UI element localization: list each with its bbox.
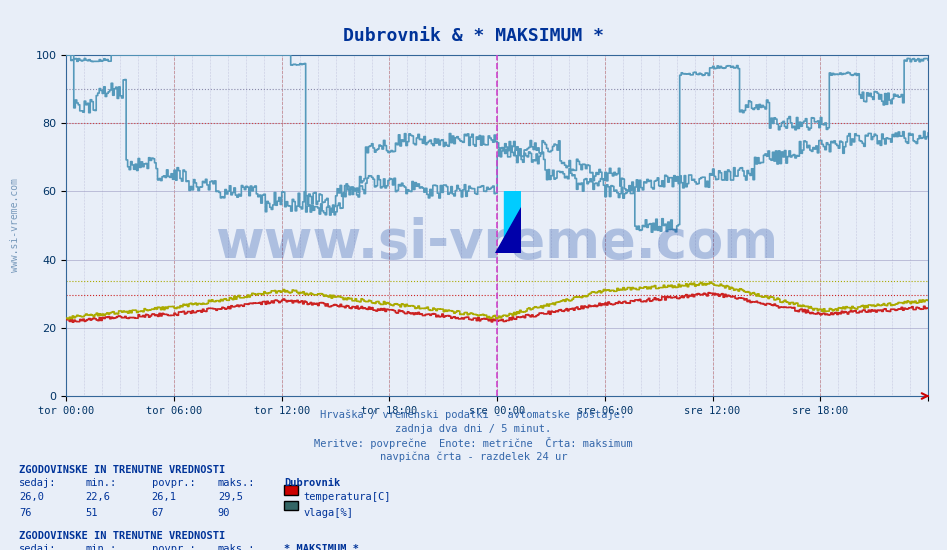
Text: povpr.:: povpr.:: [152, 544, 195, 550]
Text: www.si-vreme.com: www.si-vreme.com: [216, 217, 778, 268]
Text: 51: 51: [85, 508, 98, 518]
Text: * MAKSIMUM *: * MAKSIMUM *: [284, 544, 359, 550]
Text: Dubrovnik & * MAKSIMUM *: Dubrovnik & * MAKSIMUM *: [343, 27, 604, 45]
Text: navpična črta - razdelek 24 ur: navpična črta - razdelek 24 ur: [380, 451, 567, 461]
Text: temperatura[C]: temperatura[C]: [303, 492, 390, 502]
Text: 67: 67: [152, 508, 164, 518]
Text: 76: 76: [19, 508, 31, 518]
Text: zadnja dva dni / 5 minut.: zadnja dva dni / 5 minut.: [396, 424, 551, 433]
Text: maks.:: maks.:: [218, 544, 256, 550]
Text: ZGODOVINSKE IN TRENUTNE VREDNOSTI: ZGODOVINSKE IN TRENUTNE VREDNOSTI: [19, 465, 225, 475]
Text: 26,1: 26,1: [152, 492, 176, 502]
Text: 22,6: 22,6: [85, 492, 110, 502]
Text: maks.:: maks.:: [218, 478, 256, 488]
Text: povpr.:: povpr.:: [152, 478, 195, 488]
Text: 29,5: 29,5: [218, 492, 242, 502]
Text: vlaga[%]: vlaga[%]: [303, 508, 353, 518]
Text: 90: 90: [218, 508, 230, 518]
Text: Meritve: povprečne  Enote: metrične  Črta: maksimum: Meritve: povprečne Enote: metrične Črta:…: [314, 437, 633, 449]
Text: Dubrovnik: Dubrovnik: [284, 478, 340, 488]
Text: www.si-vreme.com: www.si-vreme.com: [9, 179, 20, 272]
Text: min.:: min.:: [85, 478, 116, 488]
Text: Hrvaška / vremenski podatki - avtomatske postaje.: Hrvaška / vremenski podatki - avtomatske…: [320, 410, 627, 420]
Text: 26,0: 26,0: [19, 492, 44, 502]
Text: min.:: min.:: [85, 544, 116, 550]
Text: sedaj:: sedaj:: [19, 544, 57, 550]
Text: sedaj:: sedaj:: [19, 478, 57, 488]
Text: ZGODOVINSKE IN TRENUTNE VREDNOSTI: ZGODOVINSKE IN TRENUTNE VREDNOSTI: [19, 531, 225, 541]
